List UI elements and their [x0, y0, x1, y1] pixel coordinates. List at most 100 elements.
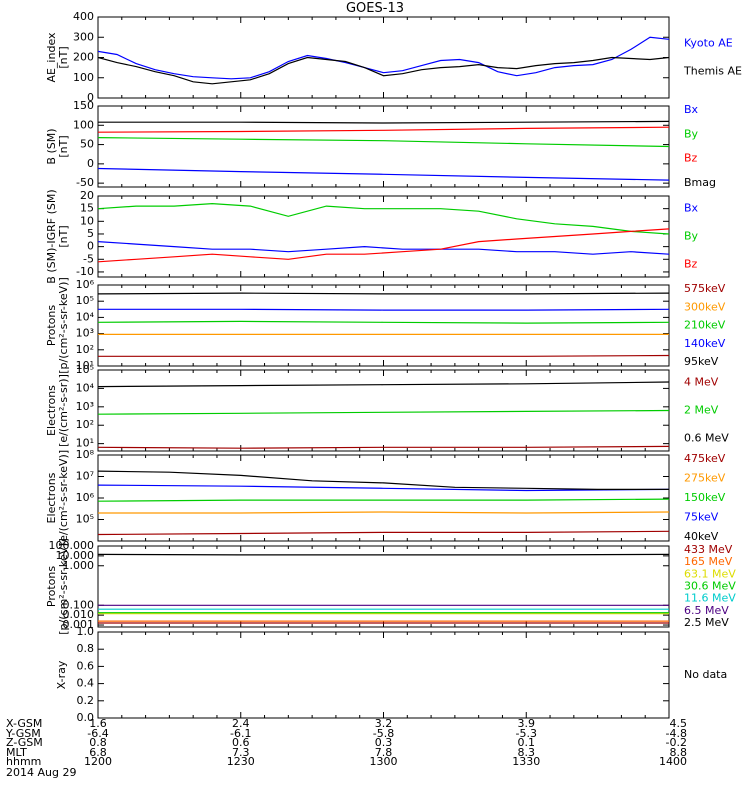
y-tick-label: 0.001: [63, 618, 95, 631]
ephemeris-value: -6.4: [87, 727, 108, 740]
series-line-275kev: [98, 511, 669, 514]
ephemeris-value: 1.6: [89, 717, 107, 730]
y-tick-label: 1.000: [63, 559, 95, 572]
legend-entry: By: [684, 230, 699, 243]
y-axis-label: Electrons: [45, 472, 58, 523]
y-tick-label: 0: [87, 240, 94, 253]
y-tick-label: 0: [87, 157, 94, 170]
y-tick-label: 0.4: [77, 677, 95, 690]
panel-frame: [97, 454, 670, 542]
no-data-annotation: No data: [684, 668, 727, 681]
y-tick-label: 10³: [76, 327, 94, 340]
y-tick-label: 100.000: [49, 539, 95, 552]
y-tick-label: 10⁴: [76, 381, 95, 394]
y-tick-label: 200: [73, 51, 94, 64]
legend-entry: 433 MeV: [684, 543, 733, 556]
y-tick-label: 10⁷: [76, 470, 94, 483]
ephemeris-value: 4.5: [670, 717, 688, 730]
legend-entry: 30.6 MeV: [684, 580, 736, 593]
series-line-2-5-mev: [98, 553, 669, 556]
ephemeris-value: -0.2: [666, 736, 687, 749]
panel-6: 10⁸ 10⁷ 10⁶ 10⁵ Electrons [e/(cm²-s-sr-keV)] 4…: [45, 448, 726, 546]
panel-frame: [97, 284, 670, 367]
legend-entry: Bz: [684, 258, 698, 271]
y-axis-label: [p/(cm²-s-sr-keV)]: [57, 277, 70, 374]
y-tick-label: 0: [87, 91, 94, 104]
legend-entry: 275keV: [684, 472, 726, 485]
legend-entry: Bz: [684, 152, 698, 165]
ephemeris-value: -5.8: [373, 727, 394, 740]
ephemeris-value: 1400: [659, 755, 687, 768]
series-line-2-mev: [98, 409, 669, 415]
series-line-bz: [98, 126, 669, 133]
y-tick-label: 10⁵: [76, 513, 94, 526]
ephemeris-value: 8.8: [670, 746, 688, 759]
ephemeris-value: 6.8: [89, 746, 107, 759]
legend-entry: 95keV: [684, 355, 719, 368]
y-tick-label: 0.2: [77, 694, 95, 707]
y-tick-label: 5: [87, 227, 94, 240]
y-tick-label: 400: [73, 10, 94, 23]
legend-entry: Bmag: [684, 176, 716, 189]
legend-entry: 63.1 MeV: [684, 567, 736, 580]
series-line-0-6-mev: [98, 381, 669, 388]
series-line-4-mev: [98, 445, 669, 449]
series-line-95kev: [98, 292, 669, 295]
panel-frame: [97, 631, 670, 719]
legend-entry: 475keV: [684, 452, 726, 465]
legend-entry: 2 MeV: [684, 404, 719, 417]
y-tick-label: 20: [80, 189, 94, 202]
legend-entry: 40keV: [684, 530, 719, 543]
series-line-150kev: [98, 498, 669, 502]
legend-entry: 6.5 MeV: [684, 604, 729, 617]
panel-1: 400 300 200 100 0 AE_index [nT] Kyoto AE Themis …: [45, 10, 742, 104]
panel-8: 1.0 0.8 0.6 0.4 0.2 0.0 X-ray No data: [55, 625, 727, 724]
ephemeris-value: 7.3: [232, 746, 250, 759]
panel-2: 150 100 50 0 -50 B (SM) [nT] Bx By Bz Bmag: [45, 99, 716, 189]
ephemeris-value: 1230: [227, 755, 255, 768]
ephemeris-value: 7.8: [375, 746, 393, 759]
y-axis-label: [nT]: [57, 135, 70, 157]
y-tick-label: 300: [73, 30, 94, 43]
y-tick-label: 10⁸: [76, 448, 95, 461]
legend-entry: 300keV: [684, 300, 726, 313]
series-line-by: [98, 202, 669, 235]
series-line-475kev: [98, 530, 669, 536]
series-line-40kev: [98, 470, 669, 490]
y-tick-label: 0.0: [77, 711, 95, 724]
series-line-140kev: [98, 308, 669, 311]
series-line-bx: [98, 167, 669, 181]
y-tick-label: 50: [80, 138, 94, 151]
legend-entry: By: [684, 127, 699, 140]
ephemeris-value: -5.3: [516, 727, 537, 740]
date-label: 2014 Aug 29: [6, 766, 76, 779]
y-axis-label: [e/(cm²-s-sr)]: [57, 374, 70, 447]
panel-5: 10⁵ 10⁴ 10³ 10² 10¹ Electrons [e/(cm²-s-sr)] 4 …: [45, 363, 729, 452]
legend-entry: 11.6 MeV: [684, 592, 736, 605]
ephemeris-value: -6.1: [230, 727, 251, 740]
legend-entry: 2.5 MeV: [684, 616, 729, 629]
y-axis-label: [nT]: [57, 46, 70, 68]
legend-entry: Bx: [684, 103, 699, 116]
legend-entry: 75keV: [684, 511, 719, 524]
series-line-bz: [98, 228, 669, 263]
y-tick-label: 0.100: [63, 598, 95, 611]
y-tick-label: -10: [76, 265, 94, 278]
y-axis-label: Electrons: [45, 385, 58, 436]
ephemeris-value: 0.8: [89, 736, 107, 749]
chart-title: GOES-13: [345, 1, 404, 16]
ephemeris-value: 2.4: [232, 717, 250, 730]
legend-entry: 150keV: [684, 491, 726, 504]
y-tick-label: -50: [76, 176, 94, 189]
legend-entry: Themis AE: [683, 65, 742, 78]
y-tick-label: 0.6: [77, 659, 95, 672]
panel-4: 10⁶ 10⁵ 10⁴ 10³ 10² 10¹ Protons [p/(cm²-s-sr-ke…: [45, 277, 726, 374]
panel-frame: [97, 545, 670, 628]
y-tick-label: 10²: [76, 343, 94, 356]
y-tick-label: 100: [73, 118, 94, 131]
ephemeris-value: 3.9: [518, 717, 536, 730]
ephemeris-value: 8.3: [518, 746, 536, 759]
